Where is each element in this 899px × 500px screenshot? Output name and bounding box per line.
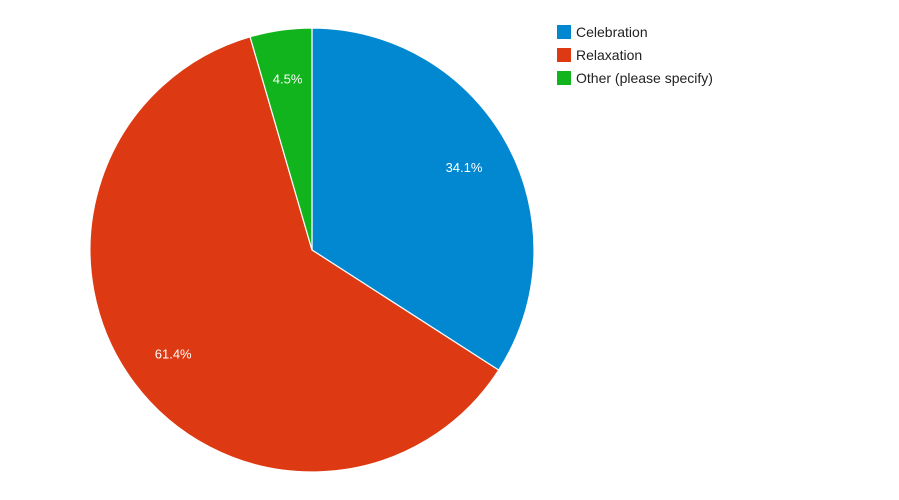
pie-slice-relaxation[interactable] xyxy=(89,36,500,473)
pie-slice-other-please-specify[interactable] xyxy=(249,27,313,251)
legend-swatch xyxy=(557,25,571,39)
legend-label[interactable]: Celebration xyxy=(576,24,648,40)
pie-slices xyxy=(89,27,535,473)
legend: Celebration Relaxation Other (please speci… xyxy=(557,24,713,86)
legend-label[interactable]: Relaxation xyxy=(576,47,642,63)
pie-slice-labels: 34.1% 61.4% 4.5% xyxy=(155,72,483,362)
legend-label[interactable]: Other (please specify) xyxy=(576,70,713,86)
legend-swatch xyxy=(557,71,571,85)
legend-swatch xyxy=(557,48,571,62)
pie-slice-celebration[interactable] xyxy=(311,27,535,371)
pie-slice-label: 4.5% xyxy=(273,72,303,87)
pie-slice-label: 34.1% xyxy=(446,160,483,175)
pie-slice-label: 61.4% xyxy=(155,347,192,362)
